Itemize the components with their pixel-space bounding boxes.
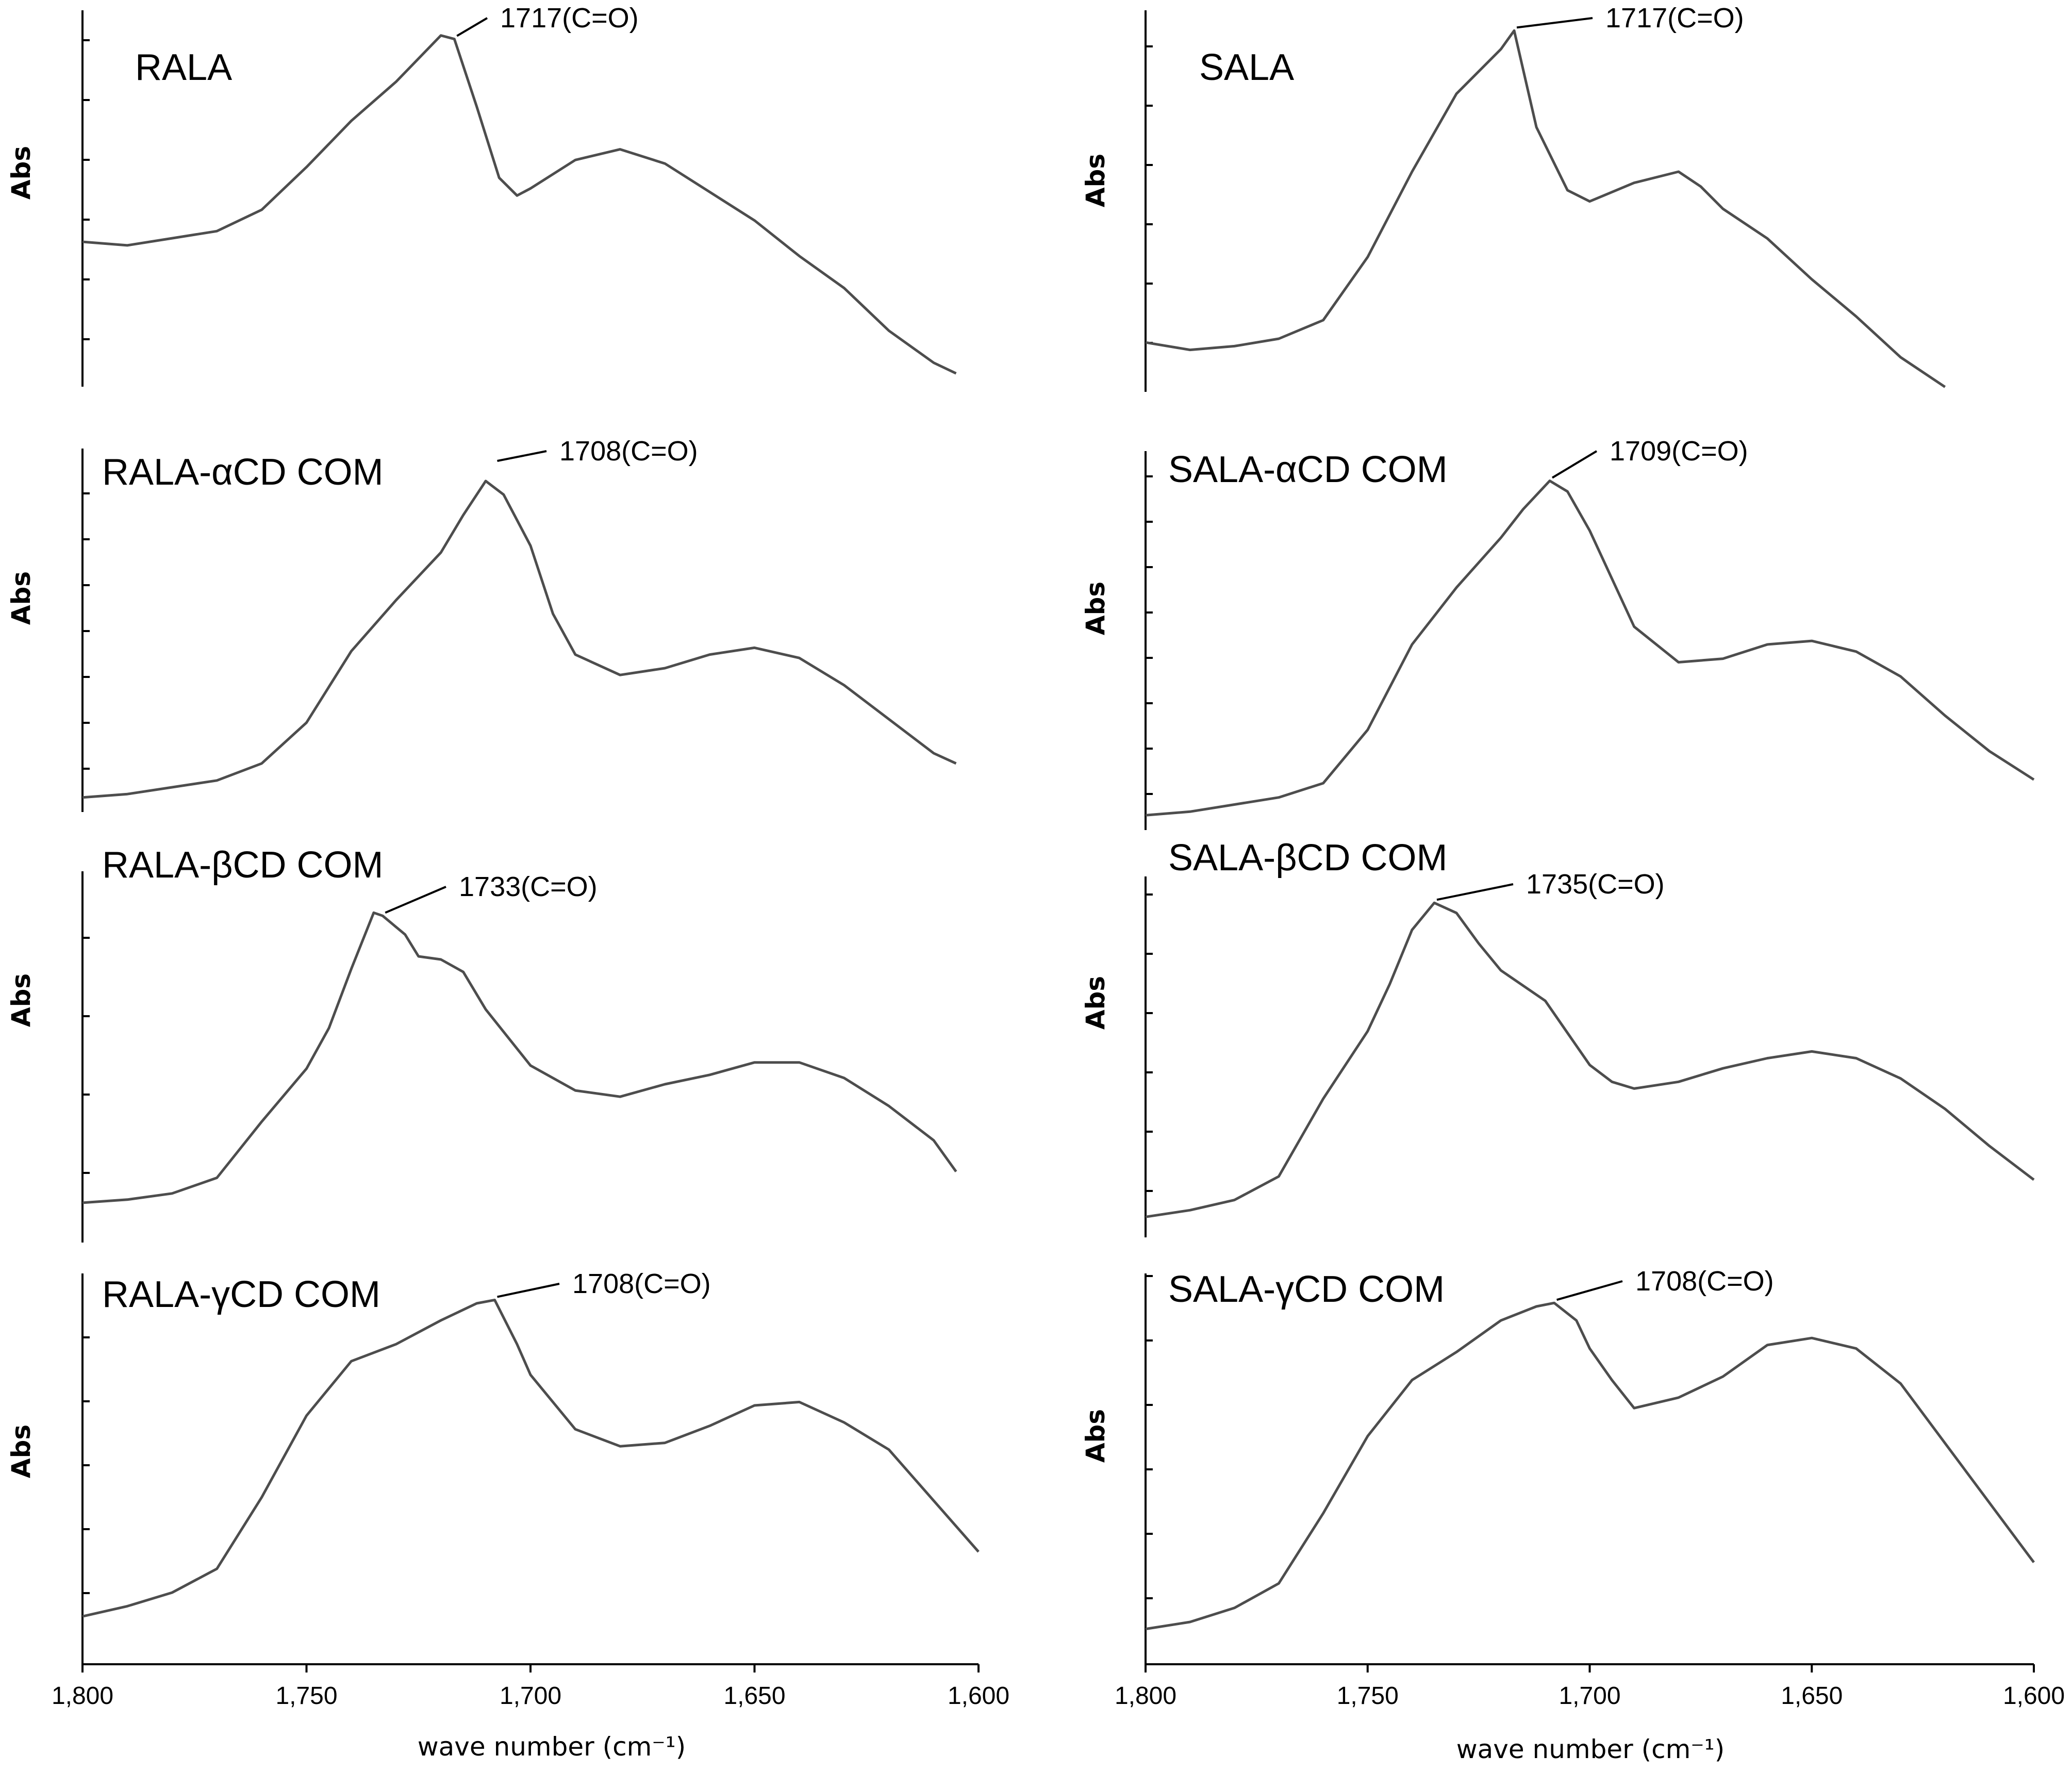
spectrum-line [1145, 901, 2035, 1218]
peak-leader-line [497, 1283, 560, 1298]
spectrum-line [1145, 479, 2035, 817]
peak-leader-line [456, 17, 488, 37]
y-ticks [1146, 1275, 1153, 1599]
x-tick-labels: 1,800 1,750 1,700 1,650 1,600 [1115, 1682, 2065, 1710]
panel-sala-beta-cd: SALA-βCD COM Abs 1735(C=O) [1081, 837, 2035, 1237]
panel-sala-alpha-cd: SALA-αCD COM Abs 1709(C=O) [1081, 436, 2035, 830]
y-ticks [82, 1336, 90, 1594]
x-tick-label: 1,650 [723, 1682, 785, 1710]
panel-sala: SALA Abs 1717(C=O) [1081, 3, 1946, 392]
peak-leader-line [1516, 17, 1593, 29]
x-tick-label: 1,600 [948, 1682, 1009, 1710]
peak-leader-line [1551, 450, 1598, 479]
peak-annotation: 1717(C=O) [1605, 3, 1744, 34]
peak-annotation: 1735(C=O) [1526, 869, 1665, 900]
x-axis-label: wave number (cm⁻¹) [1456, 1734, 1725, 1764]
y-ticks [82, 937, 90, 1174]
panel-title: RALA-βCD COM [102, 844, 383, 886]
panel-title: SALA-γCD COM [1168, 1269, 1445, 1310]
x-ticks [81, 1664, 980, 1672]
peak-annotation: 1733(C=O) [459, 871, 598, 902]
x-tick-label: 1,800 [1115, 1682, 1176, 1710]
panel-title: SALA [1199, 47, 1294, 88]
peak-annotation: 1708(C=O) [1635, 1266, 1774, 1297]
x-tick-label: 1,750 [275, 1682, 337, 1710]
y-axis-label: Abs [1081, 154, 1110, 207]
panel-rala: RALA Abs 1717(C=O) [6, 3, 957, 387]
x-axis-label: wave number (cm⁻¹) [418, 1732, 686, 1762]
y-axis-label: Abs [1081, 1409, 1110, 1463]
y-axis-label: Abs [1081, 582, 1110, 635]
y-ticks [1146, 45, 1153, 344]
panel-title: RALA-αCD COM [102, 452, 384, 493]
peak-annotation: 1709(C=O) [1610, 436, 1748, 467]
peak-leader-line [497, 450, 547, 462]
x-axis-left: 1,800 1,750 1,700 1,650 1,600 wave number (c… [52, 1663, 1009, 1762]
peak-leader-line [1556, 1280, 1623, 1301]
peak-annotation: 1708(C=O) [559, 436, 698, 467]
panel-rala-gamma-cd: RALA-γCD COM Abs 1708(C=O) [6, 1268, 980, 1664]
spectrum-line [1145, 29, 1946, 388]
x-tick-label: 1,600 [2003, 1682, 2065, 1710]
panel-title: SALA-αCD COM [1168, 449, 1448, 490]
spectrum-line [1145, 1301, 2035, 1631]
spectrum-line [82, 34, 957, 375]
panel-sala-gamma-cd: SALA-γCD COM Abs 1708(C=O) [1081, 1266, 2035, 1664]
panel-title: RALA [135, 47, 232, 88]
y-axis-label: Abs [6, 146, 36, 200]
y-ticks [1146, 475, 1153, 795]
y-axis-label: Abs [6, 571, 36, 625]
x-ticks [1145, 1664, 2035, 1672]
peak-annotation: 1708(C=O) [572, 1268, 711, 1299]
y-axis-label: Abs [6, 1425, 36, 1478]
x-tick-label: 1,700 [500, 1682, 561, 1710]
panel-rala-beta-cd: RALA-βCD COM Abs 1733(C=O) [6, 844, 957, 1243]
spectrum-line [82, 911, 957, 1204]
x-tick-label: 1,750 [1337, 1682, 1399, 1710]
panel-title: SALA-βCD COM [1168, 837, 1447, 879]
y-ticks [82, 39, 90, 340]
y-ticks [82, 492, 90, 770]
panel-title: RALA-γCD COM [102, 1274, 380, 1315]
peak-annotation: 1717(C=O) [500, 3, 639, 34]
spectrum-line [82, 1298, 980, 1618]
y-axis-label: Abs [1081, 976, 1110, 1030]
spectrum-line [82, 479, 957, 799]
x-tick-label: 1,700 [1559, 1682, 1620, 1710]
y-ticks [1146, 893, 1153, 1192]
x-axis-right: 1,800 1,750 1,700 1,650 1,600 wave number (c… [1115, 1663, 2065, 1764]
peak-leader-line [1436, 883, 1514, 901]
x-tick-label: 1,650 [1781, 1682, 1843, 1710]
x-tick-labels: 1,800 1,750 1,700 1,650 1,600 [52, 1682, 1009, 1710]
peak-leader-line [385, 886, 446, 914]
x-tick-label: 1,800 [52, 1682, 113, 1710]
y-axis-label: Abs [6, 973, 36, 1027]
panel-rala-alpha-cd: RALA-αCD COM Abs 1708(C=O) [6, 436, 957, 812]
